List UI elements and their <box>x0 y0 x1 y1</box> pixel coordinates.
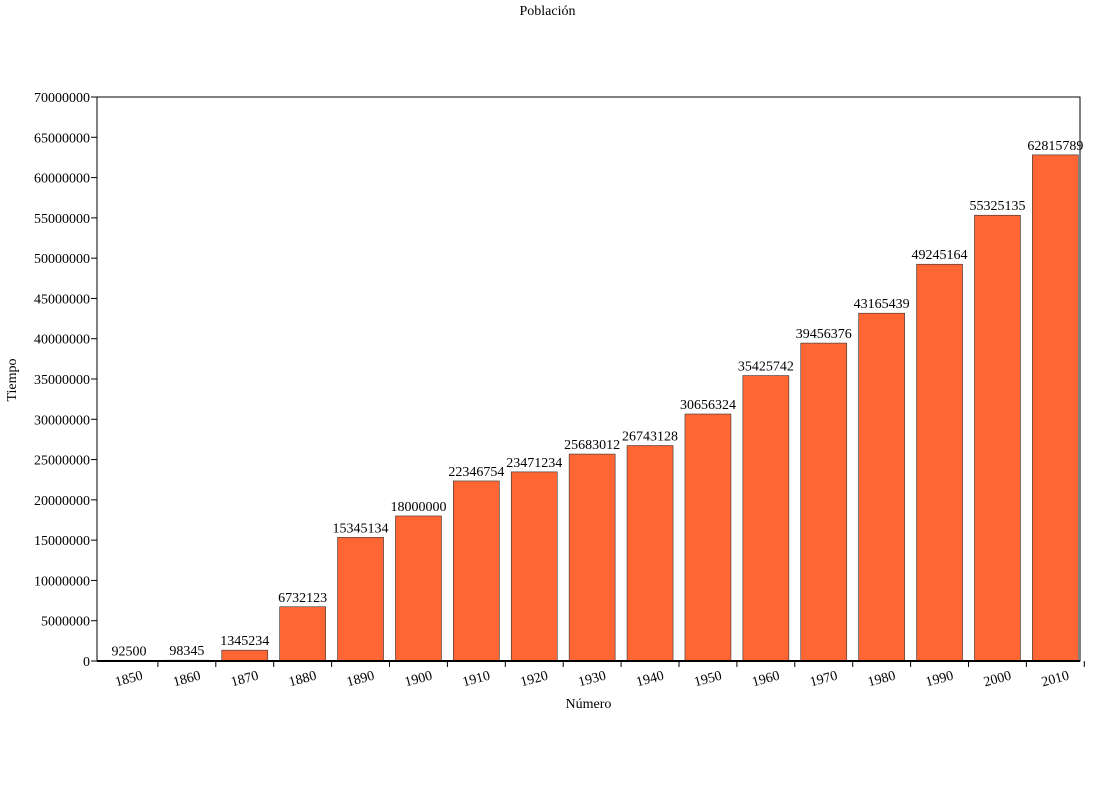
data-label: 26743128 <box>622 430 678 445</box>
bar <box>742 375 790 662</box>
x-tick-label: 1910 <box>461 669 492 691</box>
bar <box>337 537 384 662</box>
bar <box>974 214 1021 662</box>
chart-title: Población <box>519 4 576 19</box>
bar <box>916 263 963 662</box>
x-tick-label: 1950 <box>693 669 724 691</box>
y-tick-label: 10000000 <box>34 574 90 589</box>
y-axis-ticks: 0 5000000 10000000 15000000 20000000 25000000… <box>34 91 97 670</box>
data-label: 49245164 <box>912 248 968 263</box>
y-axis-label: Tiempo <box>5 358 20 401</box>
bar <box>453 480 500 662</box>
x-tick-label: 1980 <box>866 669 897 691</box>
bar <box>800 342 848 662</box>
data-label: 18000000 <box>390 500 446 515</box>
x-tick-label: 1870 <box>229 669 260 691</box>
bars <box>105 154 1079 662</box>
data-label: 22346754 <box>448 465 504 480</box>
bar <box>684 413 732 662</box>
y-tick-label: 15000000 <box>34 534 90 549</box>
x-tick-label: 1990 <box>924 669 955 691</box>
bar <box>510 471 558 662</box>
data-label: 23471234 <box>506 456 562 471</box>
y-tick-label: 45000000 <box>34 292 90 307</box>
y-tick-label: 70000000 <box>34 91 90 106</box>
data-label: 30656324 <box>680 398 736 413</box>
y-tick-label: 20000000 <box>34 494 90 509</box>
bar <box>1032 154 1079 662</box>
x-tick-label: 2010 <box>1040 669 1071 691</box>
data-label: 98345 <box>169 644 204 659</box>
x-tick-label: 1880 <box>287 669 318 691</box>
x-axis-ticks: 1850 1860 1870 1880 1890 1900 1910 1920 1930 1940… <box>114 661 1085 690</box>
data-label: 15345134 <box>333 521 389 536</box>
data-label: 35425742 <box>738 360 794 375</box>
y-tick-label: 30000000 <box>34 413 90 428</box>
y-tick-label: 25000000 <box>34 454 90 469</box>
y-tick-label: 5000000 <box>41 615 90 630</box>
x-tick-label: 1860 <box>172 669 203 691</box>
y-tick-label: 40000000 <box>34 333 90 348</box>
data-label: 6732123 <box>278 591 327 606</box>
x-tick-label: 1850 <box>114 669 145 691</box>
x-tick-label: 1930 <box>577 669 608 691</box>
data-label: 55325135 <box>969 199 1025 214</box>
data-label: 43165439 <box>854 297 910 312</box>
x-axis-label: Número <box>566 697 612 712</box>
data-label: 1345234 <box>220 634 269 649</box>
x-tick-label: 2000 <box>982 669 1013 691</box>
y-tick-label: 0 <box>83 655 90 670</box>
y-tick-label: 60000000 <box>34 172 90 187</box>
bar <box>568 453 616 662</box>
data-label: 39456376 <box>796 327 852 342</box>
bar <box>626 445 674 662</box>
y-tick-label: 35000000 <box>34 373 90 388</box>
y-tick-label: 50000000 <box>34 252 90 267</box>
x-tick-label: 1960 <box>751 669 782 691</box>
data-label: 92500 <box>111 644 146 659</box>
x-tick-label: 1890 <box>345 669 376 691</box>
data-label: 62815789 <box>1027 139 1083 154</box>
bar <box>221 649 269 662</box>
y-tick-label: 65000000 <box>34 131 90 146</box>
data-label: 25683012 <box>564 438 620 453</box>
bar <box>858 312 905 662</box>
x-tick-label: 1970 <box>808 669 839 691</box>
bar <box>279 606 326 662</box>
x-tick-label: 1900 <box>403 669 434 691</box>
x-tick-label: 1920 <box>519 669 550 691</box>
bar <box>395 515 442 662</box>
data-labels: 92500 98345 1345234 6732123 1534513418000000… <box>111 139 1083 659</box>
x-tick-label: 1940 <box>635 669 666 691</box>
y-tick-label: 55000000 <box>34 212 90 227</box>
